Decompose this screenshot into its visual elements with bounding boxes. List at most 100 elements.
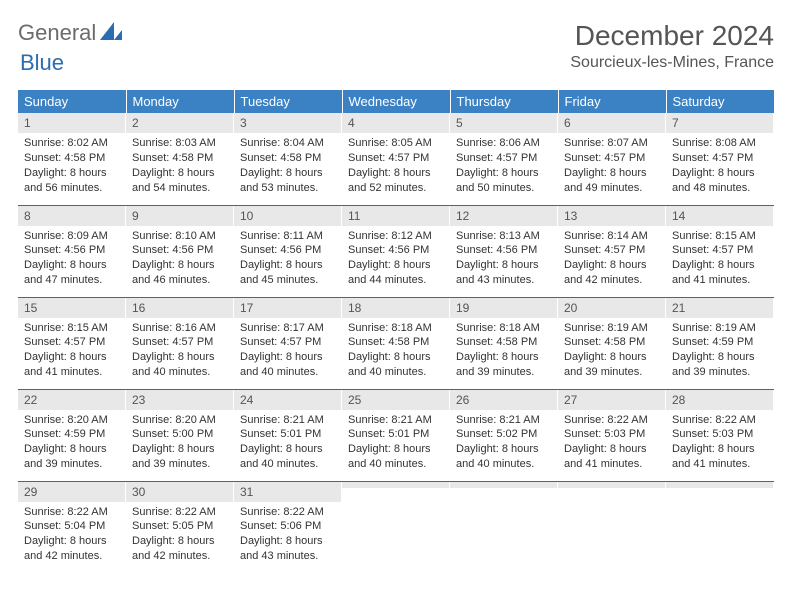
daylight-text-2: and 39 minutes. (564, 365, 660, 380)
day-details: Sunrise: 8:04 AMSunset: 4:58 PMDaylight:… (234, 133, 342, 201)
weekday-header: Monday (126, 90, 234, 113)
daylight-text-2: and 44 minutes. (348, 273, 444, 288)
day-number: 14 (666, 206, 774, 226)
calendar-day-cell: 16Sunrise: 8:16 AMSunset: 4:57 PMDayligh… (126, 297, 234, 389)
day-number (342, 482, 450, 488)
daylight-text-2: and 49 minutes. (564, 181, 660, 196)
day-details: Sunrise: 8:17 AMSunset: 4:57 PMDaylight:… (234, 318, 342, 386)
weekday-header: Sunday (18, 90, 126, 113)
sunrise-text: Sunrise: 8:03 AM (132, 136, 228, 151)
daylight-text-1: Daylight: 8 hours (24, 258, 120, 273)
sunset-text: Sunset: 4:57 PM (564, 243, 660, 258)
day-details: Sunrise: 8:15 AMSunset: 4:57 PMDaylight:… (18, 318, 126, 386)
sunset-text: Sunset: 5:00 PM (132, 427, 228, 442)
sunrise-text: Sunrise: 8:14 AM (564, 229, 660, 244)
calendar-day-cell: 6Sunrise: 8:07 AMSunset: 4:57 PMDaylight… (558, 113, 666, 205)
sunrise-text: Sunrise: 8:07 AM (564, 136, 660, 151)
calendar-day-cell: 28Sunrise: 8:22 AMSunset: 5:03 PMDayligh… (666, 389, 774, 481)
calendar-day-cell: 12Sunrise: 8:13 AMSunset: 4:56 PMDayligh… (450, 205, 558, 297)
month-title: December 2024 (570, 20, 774, 52)
day-number: 8 (18, 206, 126, 226)
day-details: Sunrise: 8:06 AMSunset: 4:57 PMDaylight:… (450, 133, 558, 201)
day-details: Sunrise: 8:22 AMSunset: 5:03 PMDaylight:… (558, 410, 666, 478)
day-number: 25 (342, 390, 450, 410)
calendar-day-cell (342, 481, 450, 573)
calendar-day-cell: 2Sunrise: 8:03 AMSunset: 4:58 PMDaylight… (126, 113, 234, 205)
day-number (666, 482, 774, 488)
calendar-day-cell: 15Sunrise: 8:15 AMSunset: 4:57 PMDayligh… (18, 297, 126, 389)
day-number: 9 (126, 206, 234, 226)
sunrise-text: Sunrise: 8:17 AM (240, 321, 336, 336)
sunrise-text: Sunrise: 8:19 AM (564, 321, 660, 336)
calendar-week-row: 29Sunrise: 8:22 AMSunset: 5:04 PMDayligh… (18, 481, 774, 573)
daylight-text-1: Daylight: 8 hours (564, 350, 660, 365)
day-number: 31 (234, 482, 342, 502)
day-details: Sunrise: 8:21 AMSunset: 5:01 PMDaylight:… (234, 410, 342, 478)
daylight-text-1: Daylight: 8 hours (564, 442, 660, 457)
calendar-day-cell: 14Sunrise: 8:15 AMSunset: 4:57 PMDayligh… (666, 205, 774, 297)
sunrise-text: Sunrise: 8:22 AM (672, 413, 768, 428)
sunset-text: Sunset: 4:57 PM (564, 151, 660, 166)
daylight-text-1: Daylight: 8 hours (348, 350, 444, 365)
sunrise-text: Sunrise: 8:02 AM (24, 136, 120, 151)
calendar-day-cell (666, 481, 774, 573)
weekday-header: Friday (558, 90, 666, 113)
sunset-text: Sunset: 5:06 PM (240, 519, 336, 534)
sunrise-text: Sunrise: 8:22 AM (132, 505, 228, 520)
day-number (558, 482, 666, 488)
sunset-text: Sunset: 5:03 PM (564, 427, 660, 442)
calendar-day-cell: 1Sunrise: 8:02 AMSunset: 4:58 PMDaylight… (18, 113, 126, 205)
sunrise-text: Sunrise: 8:11 AM (240, 229, 336, 244)
day-number: 3 (234, 113, 342, 133)
sunrise-text: Sunrise: 8:21 AM (348, 413, 444, 428)
sunset-text: Sunset: 5:05 PM (132, 519, 228, 534)
weekday-header: Wednesday (342, 90, 450, 113)
daylight-text-1: Daylight: 8 hours (240, 442, 336, 457)
daylight-text-1: Daylight: 8 hours (456, 350, 552, 365)
brand-logo: General (18, 20, 126, 46)
daylight-text-1: Daylight: 8 hours (456, 258, 552, 273)
day-number: 24 (234, 390, 342, 410)
calendar-day-cell: 24Sunrise: 8:21 AMSunset: 5:01 PMDayligh… (234, 389, 342, 481)
daylight-text-1: Daylight: 8 hours (564, 258, 660, 273)
daylight-text-2: and 40 minutes. (348, 365, 444, 380)
daylight-text-1: Daylight: 8 hours (348, 258, 444, 273)
day-details: Sunrise: 8:15 AMSunset: 4:57 PMDaylight:… (666, 226, 774, 294)
calendar-day-cell: 13Sunrise: 8:14 AMSunset: 4:57 PMDayligh… (558, 205, 666, 297)
daylight-text-2: and 40 minutes. (240, 457, 336, 472)
day-details: Sunrise: 8:07 AMSunset: 4:57 PMDaylight:… (558, 133, 666, 201)
brand-text-blue: Blue (20, 50, 64, 75)
day-number (450, 482, 558, 488)
day-details: Sunrise: 8:18 AMSunset: 4:58 PMDaylight:… (342, 318, 450, 386)
daylight-text-2: and 41 minutes. (672, 457, 768, 472)
weekday-header: Tuesday (234, 90, 342, 113)
calendar-day-cell: 19Sunrise: 8:18 AMSunset: 4:58 PMDayligh… (450, 297, 558, 389)
day-number: 10 (234, 206, 342, 226)
day-details: Sunrise: 8:22 AMSunset: 5:05 PMDaylight:… (126, 502, 234, 570)
calendar-day-cell: 26Sunrise: 8:21 AMSunset: 5:02 PMDayligh… (450, 389, 558, 481)
sunset-text: Sunset: 4:58 PM (132, 151, 228, 166)
daylight-text-2: and 41 minutes. (672, 273, 768, 288)
day-details: Sunrise: 8:16 AMSunset: 4:57 PMDaylight:… (126, 318, 234, 386)
sunset-text: Sunset: 4:57 PM (240, 335, 336, 350)
day-number: 27 (558, 390, 666, 410)
day-details: Sunrise: 8:14 AMSunset: 4:57 PMDaylight:… (558, 226, 666, 294)
sunrise-text: Sunrise: 8:22 AM (24, 505, 120, 520)
daylight-text-1: Daylight: 8 hours (456, 442, 552, 457)
weekday-header: Thursday (450, 90, 558, 113)
calendar-day-cell: 27Sunrise: 8:22 AMSunset: 5:03 PMDayligh… (558, 389, 666, 481)
day-details: Sunrise: 8:05 AMSunset: 4:57 PMDaylight:… (342, 133, 450, 201)
daylight-text-2: and 43 minutes. (456, 273, 552, 288)
day-number: 13 (558, 206, 666, 226)
daylight-text-1: Daylight: 8 hours (132, 258, 228, 273)
calendar-day-cell: 29Sunrise: 8:22 AMSunset: 5:04 PMDayligh… (18, 481, 126, 573)
daylight-text-1: Daylight: 8 hours (672, 258, 768, 273)
daylight-text-1: Daylight: 8 hours (240, 166, 336, 181)
daylight-text-2: and 40 minutes. (132, 365, 228, 380)
sunset-text: Sunset: 5:01 PM (240, 427, 336, 442)
sunset-text: Sunset: 4:58 PM (456, 335, 552, 350)
daylight-text-1: Daylight: 8 hours (132, 442, 228, 457)
sunset-text: Sunset: 5:04 PM (24, 519, 120, 534)
day-details: Sunrise: 8:08 AMSunset: 4:57 PMDaylight:… (666, 133, 774, 201)
daylight-text-2: and 41 minutes. (564, 457, 660, 472)
